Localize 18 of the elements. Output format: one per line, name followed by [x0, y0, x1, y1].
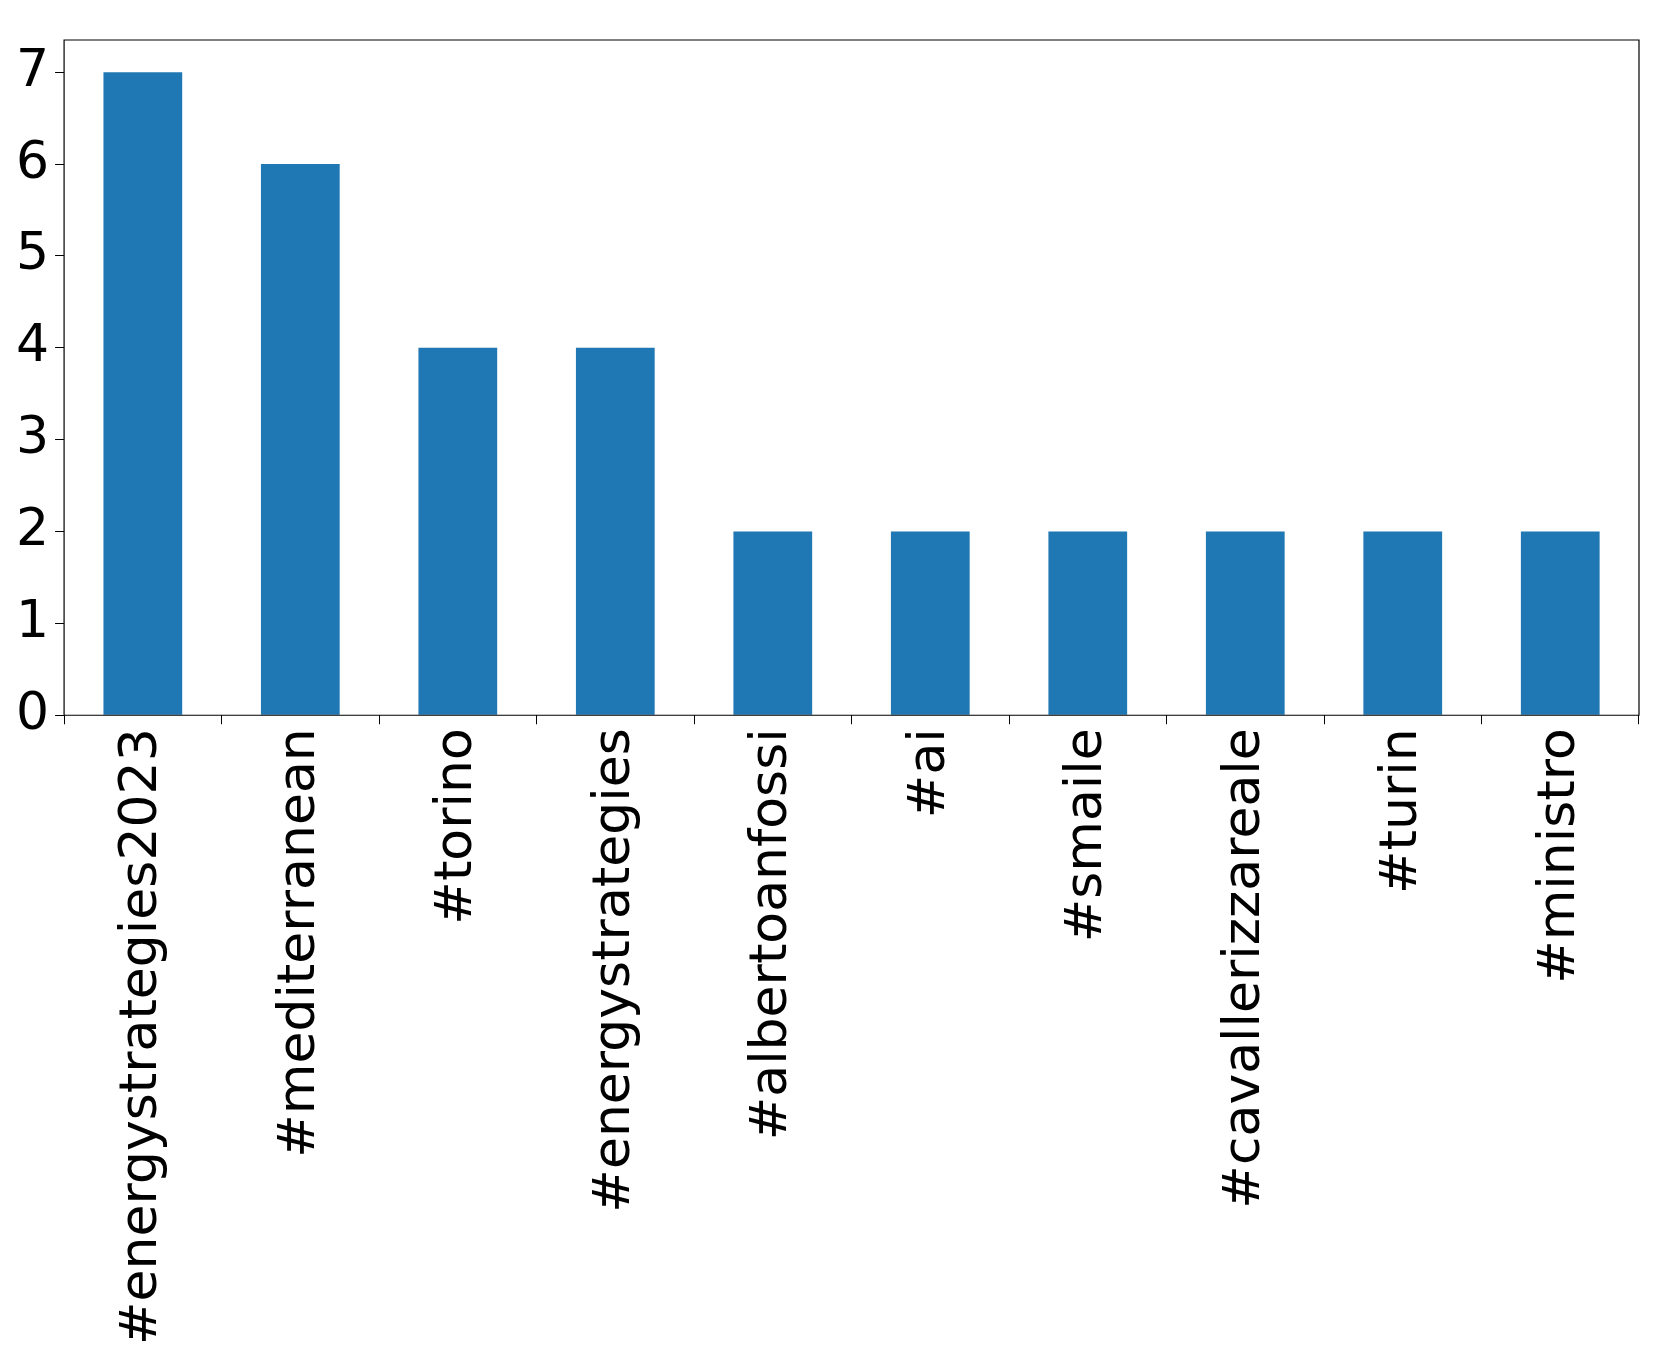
- x-tick-label: #smaile: [1053, 728, 1114, 943]
- x-tick-label: #cavallerizzareale: [1210, 728, 1271, 1209]
- x-tick-label: #ministro: [1525, 728, 1586, 984]
- y-tick-label: 6: [15, 129, 50, 190]
- x-tick-label: #energystrategies2023: [108, 728, 169, 1346]
- x-tick-label: #ai: [895, 728, 956, 819]
- y-tick-label: 4: [15, 313, 50, 374]
- y-tick-label: 1: [15, 588, 50, 649]
- x-tick-label: #turin: [1368, 728, 1429, 894]
- y-tick-label: 2: [15, 497, 50, 558]
- y-tick-label: 3: [15, 405, 50, 466]
- x-tick-label: #mediterranean: [265, 728, 326, 1158]
- x-tick-label: #energystrategies: [580, 728, 641, 1213]
- y-tick-label: 7: [15, 37, 50, 98]
- y-tick-label: 5: [15, 221, 50, 282]
- x-tick-label: #albertoanfossi: [738, 728, 799, 1141]
- y-tick-label: 0: [15, 680, 50, 741]
- x-tick-label: #torino: [423, 728, 484, 925]
